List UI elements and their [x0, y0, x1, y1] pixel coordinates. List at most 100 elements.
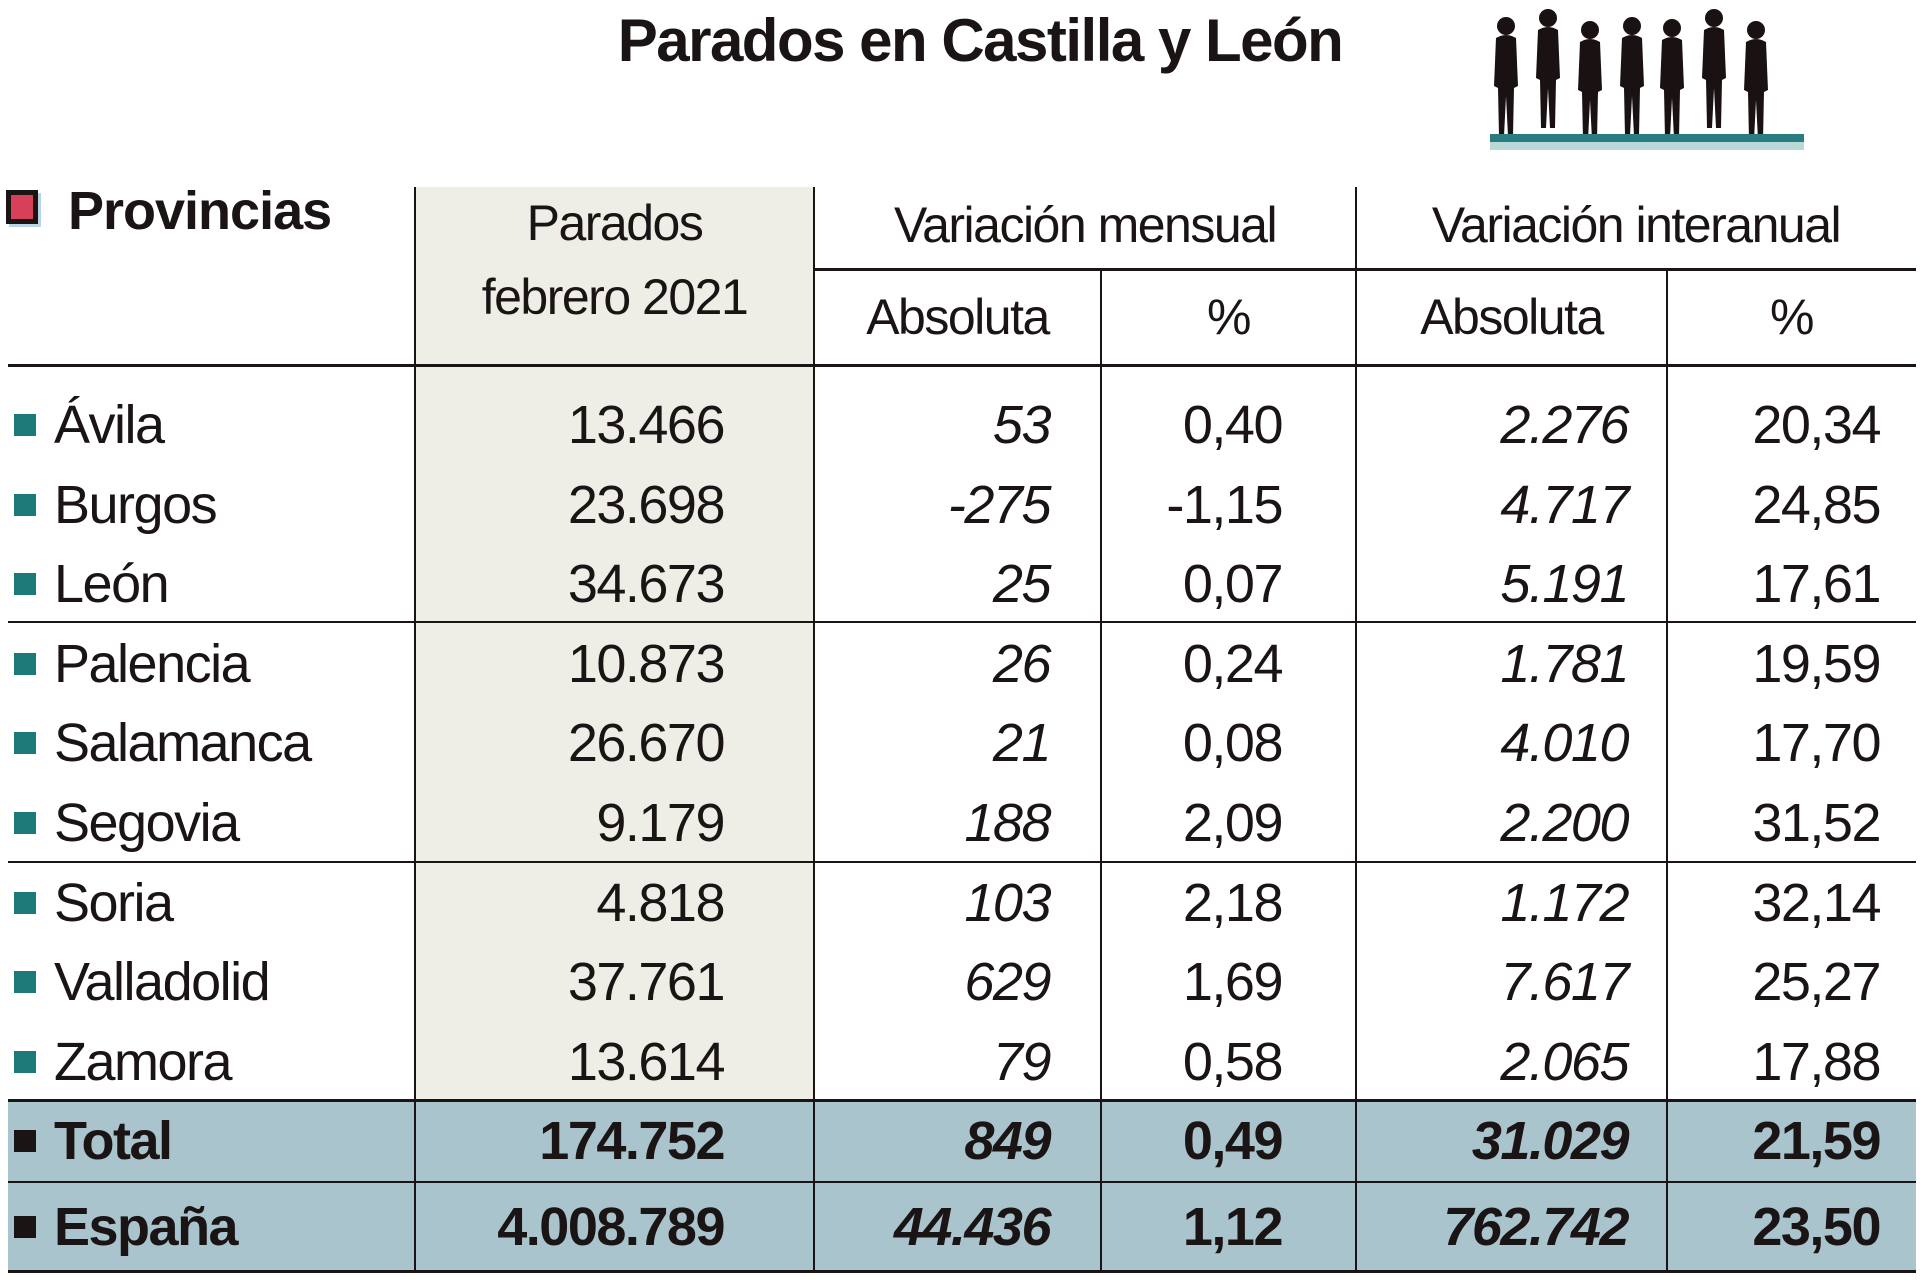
- cell-name: España: [54, 1197, 239, 1257]
- parados-column-background: [415, 187, 814, 1099]
- cell-name: Total: [54, 1111, 173, 1171]
- cell-inter-pct: 31,52: [1752, 793, 1881, 853]
- cell-mens-abs: 629: [964, 952, 1051, 1013]
- cell-mens-abs: 103: [964, 872, 1051, 933]
- cell-mens-abs: 53: [992, 395, 1052, 455]
- cell-mens-abs: 849: [964, 1111, 1051, 1171]
- bullet-square-icon: [14, 573, 36, 596]
- interanual-absoluta-header: Absoluta: [1420, 289, 1604, 345]
- table-row: Ávila 13.466 53 0,40 2.276 20,34: [0, 385, 1920, 465]
- bullet-square-icon: [14, 414, 36, 436]
- cell-name: Valladolid: [54, 952, 271, 1013]
- divider: [8, 1270, 1916, 1273]
- total-row-background: [8, 1101, 1916, 1181]
- cell-parados: 9.179: [596, 793, 725, 853]
- cell-inter-pct: 20,34: [1752, 395, 1881, 455]
- cell-parados: 10.873: [567, 633, 726, 694]
- cell-name: Palencia: [54, 633, 251, 694]
- bullet-square-icon: [14, 732, 36, 755]
- provincias-marker-icon: [6, 190, 38, 224]
- table-row: Palencia 10.873 26 0,24 1.781 19,59: [0, 624, 1920, 704]
- bullet-square-icon: [14, 1050, 36, 1073]
- parados-header-line1: Parados: [526, 195, 704, 251]
- cell-mens-pct: 1,69: [1182, 952, 1284, 1013]
- cell-mens-pct: 0,40: [1182, 395, 1284, 455]
- cell-parados: 23.698: [567, 474, 726, 535]
- cell-mens-pct: 0,58: [1182, 1031, 1284, 1092]
- parados-header-line2: febrero 2021: [481, 269, 749, 325]
- bullet-square-icon: [14, 652, 36, 675]
- table-row: Soria 4.818 103 2,18 1.172 32,14: [0, 863, 1920, 943]
- divider: [8, 861, 1916, 863]
- cell-mens-pct: 2,09: [1182, 793, 1284, 853]
- cell-parados: 13.614: [567, 1031, 726, 1092]
- cell-inter-pct: 21,59: [1752, 1111, 1881, 1171]
- cell-mens-abs: 26: [992, 633, 1052, 694]
- cell-mens-pct: 0,49: [1182, 1111, 1284, 1171]
- cell-name: Burgos: [54, 474, 218, 535]
- cell-mens-abs: 21: [992, 713, 1052, 774]
- total-row: Total 174.752 849 0,49 31.029 21,59: [0, 1101, 1920, 1181]
- cell-name: Segovia: [54, 793, 240, 853]
- total-row: España 4.008.789 44.436 1,12 762.742 23,50: [0, 1187, 1920, 1267]
- cell-parados: 174.752: [539, 1111, 725, 1171]
- cell-mens-pct: -1,15: [1166, 474, 1283, 535]
- divider: [8, 1099, 1916, 1102]
- cell-mens-pct: 1,12: [1182, 1197, 1284, 1257]
- cell-inter-abs: 31.029: [1471, 1111, 1630, 1171]
- bullet-square-icon: [14, 1130, 36, 1152]
- cell-inter-pct: 24,85: [1752, 474, 1881, 535]
- cell-mens-abs: 79: [992, 1031, 1052, 1092]
- mensual-absoluta-header: Absoluta: [866, 289, 1050, 345]
- cell-parados: 13.466: [567, 395, 726, 455]
- bullet-square-icon: [14, 891, 36, 914]
- cell-inter-pct: 17,88: [1752, 1031, 1881, 1092]
- cell-inter-abs: 5.191: [1500, 554, 1629, 615]
- cell-name: Salamanca: [54, 713, 312, 774]
- cell-parados: 4.008.789: [497, 1197, 725, 1257]
- cell-mens-abs: 44.436: [893, 1197, 1052, 1257]
- table-row: Burgos 23.698 -275 -1,15 4.717 24,85: [0, 465, 1920, 545]
- cell-inter-abs: 4.717: [1500, 474, 1629, 535]
- cell-inter-abs: 762.742: [1443, 1197, 1629, 1257]
- page-title: Parados en Castilla y León: [617, 7, 1344, 74]
- cell-mens-pct: 0,07: [1182, 554, 1284, 615]
- cell-parados: 34.673: [567, 554, 726, 615]
- cell-inter-abs: 1.172: [1500, 872, 1629, 933]
- divider: [8, 364, 1916, 367]
- bullet-square-icon: [14, 493, 36, 516]
- variacion-mensual-header: Variación mensual: [893, 197, 1278, 253]
- cell-parados: 37.761: [567, 952, 726, 1013]
- cell-mens-pct: 0,24: [1182, 633, 1284, 694]
- cell-mens-abs: -275: [947, 474, 1052, 535]
- cell-parados: 4.818: [596, 872, 725, 933]
- cell-inter-pct: 17,70: [1752, 713, 1881, 774]
- cell-inter-pct: 25,27: [1752, 952, 1881, 1013]
- cell-mens-abs: 25: [992, 554, 1052, 615]
- cell-inter-pct: 23,50: [1752, 1197, 1881, 1257]
- table-row: Salamanca 26.670 21 0,08 4.010 17,70: [0, 703, 1920, 783]
- table-row: Valladolid 37.761 629 1,69 7.617 25,27: [0, 942, 1920, 1022]
- divider: [8, 1181, 1916, 1183]
- divider: [813, 187, 815, 1271]
- cell-name: Zamora: [54, 1031, 233, 1092]
- cell-inter-pct: 17,61: [1752, 554, 1881, 615]
- unemployed-people-icon: [1490, 9, 1804, 150]
- divider: [814, 268, 1916, 271]
- mensual-percent-header: %: [1207, 289, 1251, 345]
- cell-mens-abs: 188: [964, 793, 1051, 853]
- table-row: Segovia 9.179 188 2,09 2.200 31,52: [0, 783, 1920, 863]
- cell-inter-abs: 4.010: [1500, 713, 1629, 774]
- cell-name: Ávila: [54, 395, 165, 455]
- bullet-square-icon: [14, 1216, 36, 1238]
- cell-inter-pct: 19,59: [1752, 633, 1881, 694]
- cell-inter-abs: 2.065: [1500, 1031, 1629, 1092]
- divider: [1355, 187, 1357, 1271]
- interanual-percent-header: %: [1770, 289, 1814, 345]
- table-row: León 34.673 25 0,07 5.191 17,61: [0, 544, 1920, 624]
- table-row: Zamora 13.614 79 0,58 2.065 17,88: [0, 1022, 1920, 1102]
- cell-mens-pct: 2,18: [1182, 872, 1284, 933]
- bullet-square-icon: [14, 971, 36, 994]
- cell-name: León: [54, 554, 170, 615]
- cell-mens-pct: 0,08: [1182, 713, 1284, 774]
